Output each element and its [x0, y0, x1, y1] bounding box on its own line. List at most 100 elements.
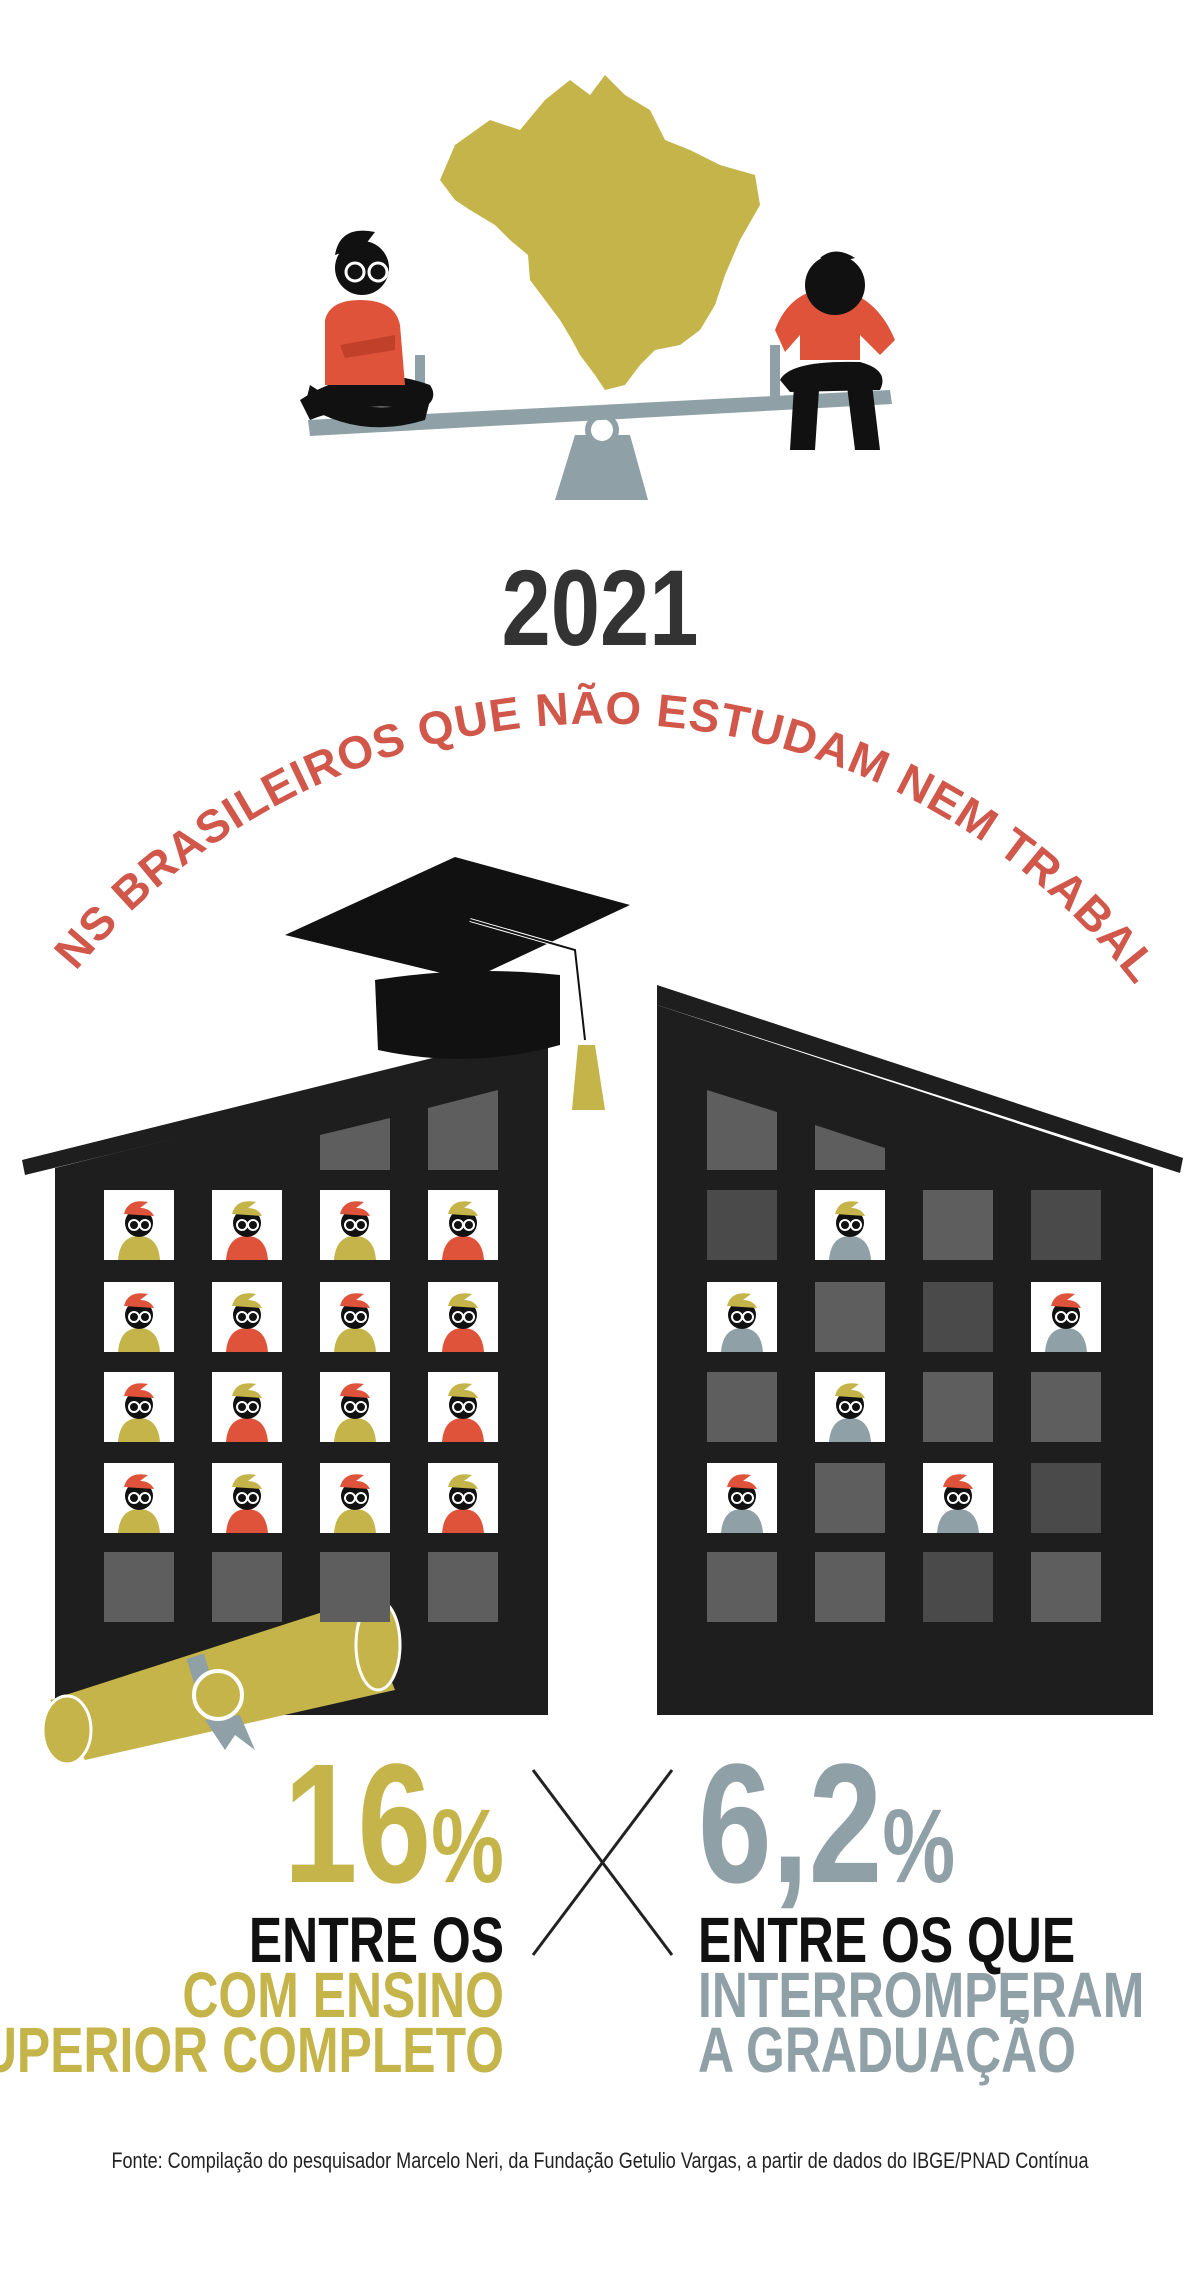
right-building — [657, 1005, 1153, 1715]
person-icon — [815, 1190, 885, 1260]
hair — [448, 1293, 478, 1308]
right-roof — [657, 985, 1183, 1173]
glasses — [355, 1311, 367, 1323]
year: 2021 — [502, 548, 699, 668]
glasses — [247, 1492, 259, 1504]
hair — [232, 1474, 262, 1489]
glasses — [139, 1492, 151, 1504]
window-slanted — [707, 1090, 777, 1170]
right-stat-line: INTERROMPERAM — [698, 1960, 1144, 2031]
right-stat-unit: % — [882, 1787, 955, 1904]
torso — [442, 1509, 484, 1533]
hair — [124, 1201, 154, 1216]
left-stat-line: SUPERIOR COMPLETO — [0, 2015, 504, 2086]
person-icon — [707, 1463, 777, 1533]
hair — [340, 1201, 370, 1216]
hair — [124, 1383, 154, 1398]
person-icon — [104, 1282, 174, 1352]
window — [707, 1372, 777, 1442]
person-left — [300, 230, 434, 428]
person-icon — [923, 1463, 993, 1533]
hair — [1051, 1293, 1081, 1308]
hair — [727, 1293, 757, 1308]
glasses — [742, 1311, 754, 1323]
glasses — [742, 1492, 754, 1504]
hair — [727, 1474, 757, 1489]
torso — [334, 1236, 376, 1260]
glasses — [1066, 1311, 1078, 1323]
graduation-cap — [285, 857, 630, 1110]
glasses — [247, 1401, 259, 1413]
person-right — [775, 251, 895, 450]
window — [1031, 1372, 1101, 1442]
torso — [829, 1236, 871, 1260]
glasses — [463, 1492, 475, 1504]
glasses — [247, 1219, 259, 1231]
glasses — [463, 1401, 475, 1413]
hair — [835, 1201, 865, 1216]
window — [923, 1282, 993, 1352]
window — [923, 1190, 993, 1260]
hair — [232, 1201, 262, 1216]
glasses — [463, 1311, 475, 1323]
person-icon — [212, 1372, 282, 1442]
torso — [118, 1236, 160, 1260]
hair — [124, 1293, 154, 1308]
window — [320, 1552, 390, 1622]
seesaw-handle — [770, 345, 780, 400]
left-stat-number: 16 — [284, 1729, 431, 1919]
hair — [835, 1383, 865, 1398]
glasses — [958, 1492, 970, 1504]
window — [212, 1552, 282, 1622]
hair — [943, 1474, 973, 1489]
left-stat-value: 16% — [284, 1729, 504, 1919]
hair — [448, 1383, 478, 1398]
hair — [340, 1383, 370, 1398]
right-stat-line: A GRADUAÇÃO — [698, 2015, 1076, 2086]
torso — [334, 1509, 376, 1533]
window-slanted — [428, 1090, 498, 1170]
window — [1031, 1552, 1101, 1622]
seesaw-beam — [308, 390, 892, 436]
person-icon — [707, 1282, 777, 1352]
left-stat-line: ENTRE OS — [249, 1905, 504, 1976]
torso — [334, 1328, 376, 1352]
glasses — [355, 1401, 367, 1413]
glasses — [850, 1401, 862, 1413]
torso — [118, 1328, 160, 1352]
windows — [104, 1090, 1101, 1622]
hair — [124, 1474, 154, 1489]
hair — [448, 1474, 478, 1489]
window — [815, 1463, 885, 1533]
person-icon — [815, 1372, 885, 1442]
torso — [721, 1509, 763, 1533]
torso — [226, 1509, 268, 1533]
diploma — [41, 1598, 402, 1766]
person-icon — [428, 1372, 498, 1442]
torso — [226, 1236, 268, 1260]
torso — [721, 1328, 763, 1352]
hair — [232, 1293, 262, 1308]
person-icon — [320, 1463, 390, 1533]
right-stat-number: 6,2 — [698, 1729, 882, 1919]
person-icon — [428, 1282, 498, 1352]
torso — [442, 1328, 484, 1352]
left-building — [55, 1046, 548, 1715]
torso — [118, 1509, 160, 1533]
glasses — [463, 1219, 475, 1231]
person-icon — [104, 1190, 174, 1260]
hair — [448, 1201, 478, 1216]
hair — [340, 1474, 370, 1489]
person-icon — [104, 1463, 174, 1533]
person-icon — [428, 1463, 498, 1533]
right-stat-line: ENTRE OS QUE — [698, 1905, 1075, 1976]
right-stat-value: 6,2% — [698, 1729, 955, 1919]
left-stat-unit: % — [431, 1787, 504, 1904]
versus-line — [531, 1769, 674, 1956]
person-icon — [428, 1190, 498, 1260]
window-slanted — [320, 1118, 390, 1170]
hair — [232, 1383, 262, 1398]
person-icon — [320, 1372, 390, 1442]
window — [1031, 1190, 1101, 1260]
